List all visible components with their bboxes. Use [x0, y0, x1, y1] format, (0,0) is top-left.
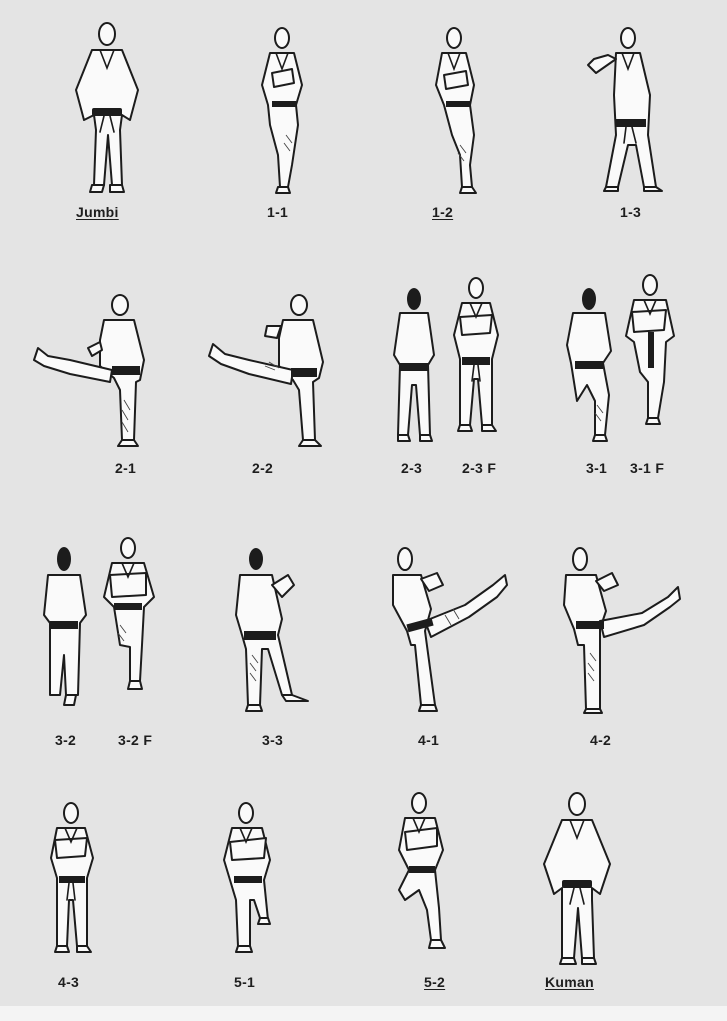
label-2-2: 2-2 [252, 460, 274, 476]
figure-kuman [530, 790, 625, 970]
figure-2-1 [30, 290, 155, 455]
label-kuman: Kuman [545, 974, 594, 990]
label-1-3: 1-3 [620, 204, 642, 220]
figure-2-3-front [450, 275, 502, 445]
label-1-1: 1-1 [267, 204, 289, 220]
label-5-1: 5-1 [234, 974, 256, 990]
label-1-2: 1-2 [432, 204, 454, 220]
figure-3-3 [232, 545, 317, 715]
label-3-2: 3-2 [55, 732, 77, 748]
figure-1-2 [430, 25, 490, 195]
figure-jumbi [62, 20, 152, 195]
label-jumbi: Jumbi [76, 204, 119, 220]
figure-4-3 [45, 800, 99, 960]
figure-3-2-front [100, 535, 158, 695]
figure-4-2 [560, 545, 685, 715]
label-4-1: 4-1 [418, 732, 440, 748]
figure-3-2 [40, 545, 90, 710]
label-2-1: 2-1 [115, 460, 137, 476]
label-4-3: 4-3 [58, 974, 80, 990]
page-bottom-margin [0, 1006, 727, 1021]
figure-5-2 [395, 790, 455, 955]
label-3-3: 3-3 [262, 732, 284, 748]
label-4-2: 4-2 [590, 732, 612, 748]
figure-5-1 [220, 800, 280, 960]
figure-3-1-front [620, 272, 678, 432]
label-3-2-f: 3-2 F [118, 732, 153, 748]
figure-1-3 [578, 25, 673, 195]
figure-2-3 [390, 285, 438, 450]
figure-3-1 [565, 285, 617, 450]
label-3-1: 3-1 [586, 460, 608, 476]
figure-1-1 [252, 25, 312, 195]
figure-4-1 [385, 545, 510, 715]
label-3-1-f: 3-1 F [630, 460, 665, 476]
figure-2-2 [205, 290, 330, 455]
label-2-3-f: 2-3 F [462, 460, 497, 476]
label-2-3: 2-3 [401, 460, 423, 476]
label-5-2: 5-2 [424, 974, 446, 990]
